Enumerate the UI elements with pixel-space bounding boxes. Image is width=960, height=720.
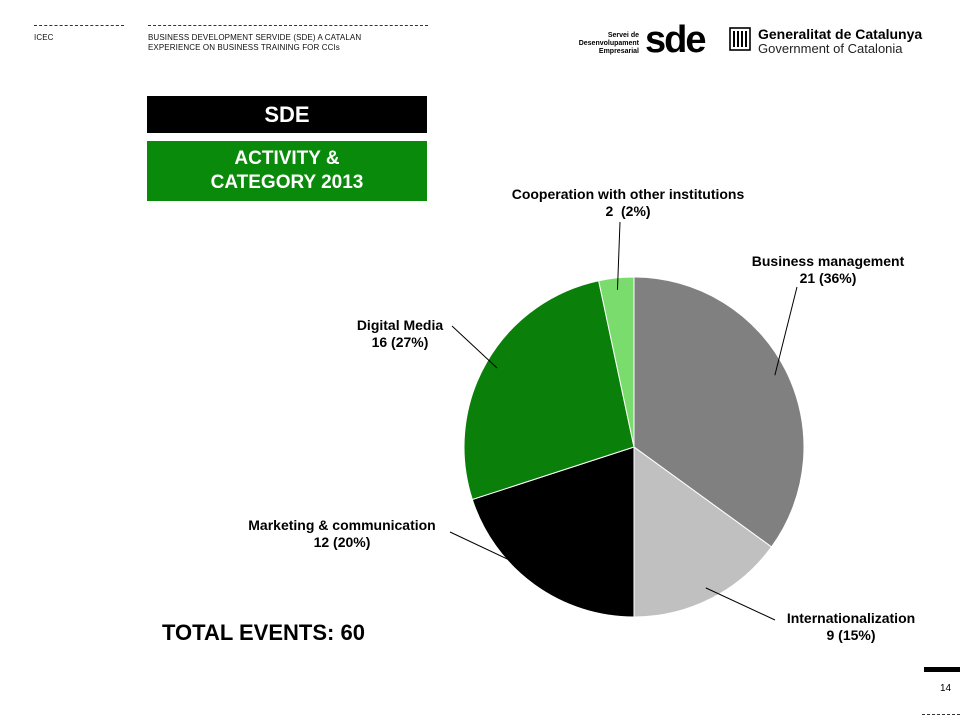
gencat-name: Generalitat de Catalunya: [758, 26, 923, 42]
header-left-label: ICEC: [34, 33, 54, 42]
sde-title-box: SDE: [147, 96, 427, 133]
activity-title-text: ACTIVITY & CATEGORY 2013: [210, 148, 364, 193]
leader-line-digital-media: [451, 325, 498, 369]
pie-slice-digital-media: [463, 280, 635, 501]
label-digital-media-name: Digital Media: [356, 317, 444, 333]
label-internationalization-name: Internationalization: [786, 610, 916, 626]
label-marketing-name: Marketing & communication: [248, 517, 436, 533]
gencat-name-en: Government of Catalonia: [758, 41, 903, 56]
leader-line-internationalization: [705, 587, 776, 621]
page-number: 14: [940, 683, 952, 694]
sde-logo-line3: Empresarial: [598, 48, 639, 55]
sde-logo-caption: Servei de Desenvolupament Empresarial: [575, 32, 639, 56]
label-marketing-value: 12 (20%): [313, 534, 371, 550]
footer-divider: [922, 714, 960, 715]
activity-title-box: ACTIVITY & CATEGORY 2013: [147, 141, 427, 201]
label-cooperation-name: Cooperation with other institutions: [511, 186, 745, 202]
leader-line-marketing-communication: [449, 531, 542, 576]
sde-logo-line1: Servei de: [607, 32, 639, 39]
pie-slice-marketing-communication: [471, 446, 635, 618]
pie-slice-business-management: [633, 276, 805, 548]
header-title-line1: BUSINESS DEVELOPMENT SERVIDE (SDE) A CAT…: [148, 33, 362, 42]
label-business-management-name: Business management: [751, 253, 905, 269]
label-business-management-value: 21 (36%): [799, 270, 857, 286]
sde-logo: sde: [645, 19, 707, 61]
pie-slice-cooperation-with-other-institutions: [598, 276, 635, 448]
label-digital-media: Digital Media 16 (27%): [348, 317, 452, 351]
label-internationalization: Internationalization 9 (15%): [776, 610, 926, 644]
gencat-emblem-icon: [729, 27, 751, 51]
label-cooperation: Cooperation with other institutions 2 (2…: [496, 186, 760, 220]
leader-line-business-management: [774, 286, 798, 376]
header-divider-center: [148, 25, 428, 26]
sde-logo-line2: Desenvolupament: [578, 40, 639, 47]
total-events: TOTAL EVENTS: 60: [162, 620, 365, 645]
label-business-management: Business management 21 (36%): [740, 253, 916, 287]
page-bar: [924, 667, 960, 672]
leader-line-cooperation-with-other-institutions: [616, 221, 621, 290]
label-internationalization-value: 9 (15%): [826, 627, 876, 643]
label-cooperation-value: 2 (2%): [605, 203, 651, 219]
pie-slice-internationalization: [633, 446, 773, 618]
header-title-line2: EXPERIENCE ON BUSINESS TRAINING FOR CCIs: [148, 43, 340, 52]
header-divider-left: [34, 25, 124, 26]
label-digital-media-value: 16 (27%): [371, 334, 429, 350]
label-marketing: Marketing & communication 12 (20%): [234, 517, 450, 551]
